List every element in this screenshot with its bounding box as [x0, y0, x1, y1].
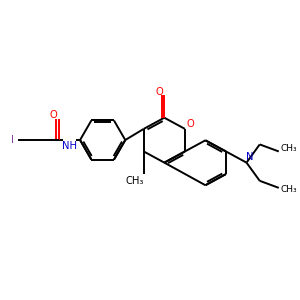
Text: NH: NH [62, 142, 77, 152]
Text: O: O [50, 110, 57, 120]
Text: CH₃: CH₃ [125, 176, 144, 185]
Text: CH₃: CH₃ [281, 144, 297, 153]
Text: O: O [186, 119, 194, 130]
Text: O: O [155, 87, 163, 97]
Text: CH₃: CH₃ [281, 185, 297, 194]
Text: I: I [11, 135, 14, 145]
Text: N: N [246, 152, 254, 162]
